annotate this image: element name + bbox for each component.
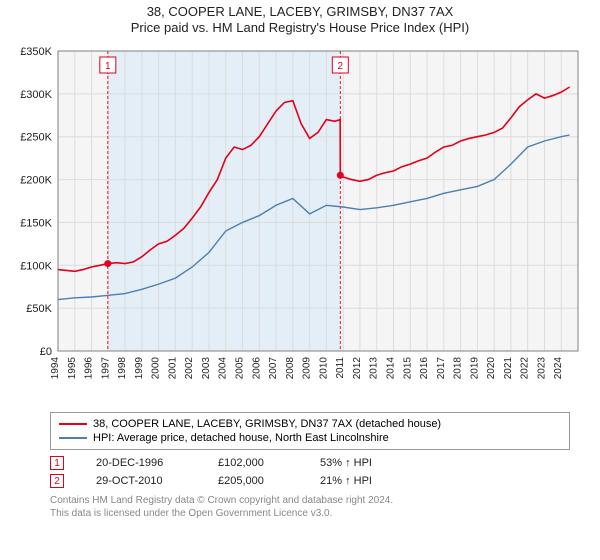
- svg-text:1: 1: [105, 61, 111, 72]
- svg-text:£350K: £350K: [20, 46, 52, 58]
- svg-text:2014: 2014: [385, 357, 396, 380]
- svg-text:2017: 2017: [436, 357, 447, 380]
- legend-row: 38, COOPER LANE, LACEBY, GRIMSBY, DN37 7…: [59, 417, 561, 431]
- svg-text:2021: 2021: [503, 357, 514, 380]
- marker-row: 2 29-OCT-2010 £205,000 21% ↑ HPI: [50, 472, 570, 490]
- svg-text:2015: 2015: [402, 357, 413, 380]
- svg-text:1997: 1997: [100, 357, 111, 380]
- svg-text:2022: 2022: [520, 357, 531, 380]
- svg-text:2019: 2019: [469, 357, 480, 380]
- legend-label: HPI: Average price, detached house, Nort…: [93, 432, 389, 444]
- svg-text:2007: 2007: [268, 357, 279, 380]
- legend-label: 38, COOPER LANE, LACEBY, GRIMSBY, DN37 7…: [93, 418, 441, 430]
- marker-row: 1 20-DEC-1996 £102,000 53% ↑ HPI: [50, 454, 570, 472]
- svg-text:1995: 1995: [67, 357, 78, 380]
- svg-text:£100K: £100K: [20, 260, 52, 272]
- svg-text:2012: 2012: [352, 357, 363, 380]
- svg-text:2002: 2002: [184, 357, 195, 380]
- svg-text:2003: 2003: [201, 357, 212, 380]
- svg-text:2023: 2023: [536, 357, 547, 380]
- marker-index-box: 1: [50, 456, 64, 470]
- svg-text:2024: 2024: [553, 357, 564, 380]
- footnote-line: Contains HM Land Registry data © Crown c…: [50, 494, 570, 507]
- svg-text:2001: 2001: [167, 357, 178, 380]
- svg-text:2006: 2006: [251, 357, 262, 380]
- svg-text:2008: 2008: [285, 357, 296, 380]
- marker-price: £205,000: [218, 475, 288, 487]
- page-subtitle: Price paid vs. HM Land Registry's House …: [0, 20, 600, 35]
- marker-date: 29-OCT-2010: [96, 475, 186, 487]
- svg-text:£0: £0: [40, 346, 52, 358]
- svg-text:1996: 1996: [84, 357, 95, 380]
- svg-text:2018: 2018: [453, 357, 464, 380]
- svg-text:2009: 2009: [302, 357, 313, 380]
- marker-table: 1 20-DEC-1996 £102,000 53% ↑ HPI 2 29-OCT-201…: [50, 454, 570, 490]
- marker-delta: 21% ↑ HPI: [320, 475, 372, 487]
- svg-text:£50K: £50K: [26, 303, 52, 315]
- marker-index-box: 2: [50, 474, 64, 488]
- svg-text:2: 2: [338, 61, 344, 72]
- page-title: 38, COOPER LANE, LACEBY, GRIMSBY, DN37 7…: [0, 4, 600, 19]
- marker-price: £102,000: [218, 457, 288, 469]
- svg-text:2011: 2011: [335, 357, 346, 379]
- marker-date: 20-DEC-1996: [96, 457, 186, 469]
- svg-text:1998: 1998: [117, 357, 128, 380]
- legend-swatch: [59, 437, 87, 439]
- svg-text:2020: 2020: [486, 357, 497, 380]
- svg-text:2004: 2004: [218, 357, 229, 380]
- marker-delta: 53% ↑ HPI: [320, 457, 372, 469]
- svg-text:2010: 2010: [318, 357, 329, 380]
- svg-text:2013: 2013: [369, 357, 380, 380]
- footnote-line: This data is licensed under the Open Gov…: [50, 507, 570, 520]
- chart: £0 £50K £100K £150K £200K £250K £300K £350K 1994…: [8, 41, 592, 406]
- svg-text:2005: 2005: [235, 357, 246, 380]
- legend: 38, COOPER LANE, LACEBY, GRIMSBY, DN37 7…: [50, 412, 570, 450]
- svg-text:£300K: £300K: [20, 89, 52, 101]
- svg-text:£150K: £150K: [20, 217, 52, 229]
- svg-text:£200K: £200K: [20, 175, 52, 187]
- legend-row: HPI: Average price, detached house, Nort…: [59, 431, 561, 445]
- footnote: Contains HM Land Registry data © Crown c…: [50, 494, 570, 520]
- svg-text:1999: 1999: [134, 357, 145, 380]
- svg-text:1994: 1994: [50, 357, 61, 380]
- legend-swatch: [59, 423, 87, 425]
- svg-text:2000: 2000: [151, 357, 162, 380]
- svg-text:2016: 2016: [419, 357, 430, 380]
- svg-text:£250K: £250K: [20, 132, 52, 144]
